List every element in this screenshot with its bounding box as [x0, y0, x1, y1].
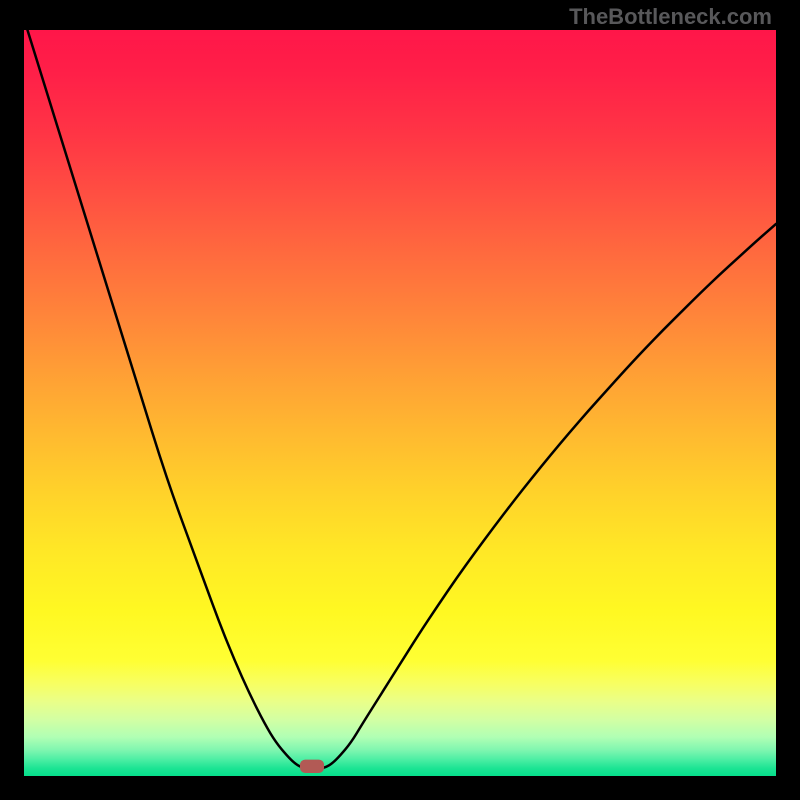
plot-area: [24, 30, 776, 776]
watermark-text: TheBottleneck.com: [569, 4, 772, 30]
chart-frame: TheBottleneck.com: [0, 0, 800, 800]
optimal-point-marker: [300, 760, 324, 773]
chart-svg: [24, 30, 776, 776]
